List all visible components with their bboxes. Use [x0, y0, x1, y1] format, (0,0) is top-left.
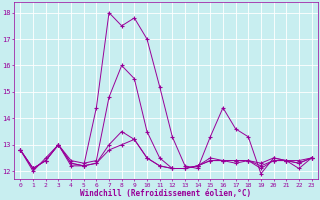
X-axis label: Windchill (Refroidissement éolien,°C): Windchill (Refroidissement éolien,°C): [80, 189, 252, 198]
